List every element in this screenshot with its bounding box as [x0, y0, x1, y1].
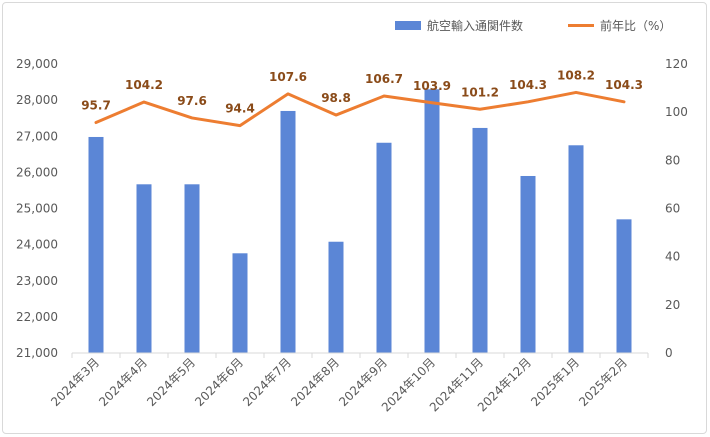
- data-label: 107.6: [269, 70, 307, 84]
- bar: [184, 184, 200, 353]
- bar: [568, 145, 584, 353]
- legend-label-bar: 航空輸入通関件数: [427, 18, 523, 33]
- bar: [376, 142, 392, 353]
- bar: [88, 136, 104, 353]
- left-tick-label: 22,000: [16, 310, 58, 324]
- data-label: 104.2: [125, 78, 163, 92]
- line-path: [94, 90, 626, 128]
- bar: [232, 253, 248, 353]
- x-tick-label: 2024年3月: [48, 355, 102, 409]
- right-tick-label: 80: [665, 153, 680, 167]
- left-tick-label: 26,000: [16, 165, 58, 179]
- x-tick-label: 2024年7月: [240, 355, 294, 409]
- right-tick-label: 60: [665, 202, 680, 216]
- data-label: 98.8: [321, 91, 351, 105]
- x-tick-label: 2024年6月: [192, 355, 246, 409]
- data-label: 104.3: [605, 78, 643, 92]
- x-tick-label: 2024年4月: [96, 355, 150, 409]
- legend: 航空輸入通関件数 前年比（%）: [395, 18, 671, 33]
- left-tick-label: 29,000: [16, 57, 58, 71]
- right-axis: 0 20 40 60 80 100 120: [665, 57, 688, 360]
- bar: [616, 219, 632, 353]
- left-tick-label: 24,000: [16, 238, 58, 252]
- x-tick-label: 2024年8月: [288, 355, 342, 409]
- right-tick-label: 40: [665, 250, 680, 264]
- bar: [280, 110, 296, 354]
- bar-series: [88, 89, 632, 354]
- data-label: 108.2: [557, 68, 595, 82]
- bar: [424, 89, 440, 353]
- data-label: 106.7: [365, 72, 403, 86]
- bar: [136, 184, 152, 353]
- x-tick-label: 2025年1月: [528, 355, 582, 409]
- data-label: 95.7: [81, 99, 111, 113]
- right-tick-label: 0: [665, 346, 673, 360]
- bar: [328, 241, 344, 353]
- x-axis: 2024年3月2024年4月2024年5月2024年6月2024年7月2024年…: [48, 352, 649, 414]
- data-label: 97.6: [177, 94, 207, 108]
- legend-swatch-bar: [395, 21, 421, 30]
- data-label: 103.9: [413, 79, 451, 93]
- right-tick-label: 20: [665, 298, 680, 312]
- data-label: 104.3: [509, 78, 547, 92]
- bar: [472, 127, 488, 353]
- data-label: 94.4: [225, 102, 255, 116]
- bar: [520, 175, 536, 353]
- legend-label-line: 前年比（%）: [600, 18, 671, 33]
- right-tick-label: 100: [665, 105, 688, 119]
- line-series: 95.7 104.2 97.6 94.4 107.6 98.8 106.7 103.9 101.…: [81, 68, 643, 128]
- left-tick-label: 21,000: [16, 346, 58, 360]
- left-tick-label: 25,000: [16, 202, 58, 216]
- x-tick-label: 2024年5月: [144, 355, 198, 409]
- right-tick-label: 120: [665, 57, 688, 71]
- left-tick-label: 23,000: [16, 274, 58, 288]
- x-tick-label: 2025年2月: [576, 355, 630, 409]
- left-tick-label: 27,000: [16, 129, 58, 143]
- left-axis: 21,000 22,000 23,000 24,000 25,000 26,000 27,0…: [16, 57, 58, 360]
- data-label: 101.2: [461, 85, 499, 99]
- left-tick-label: 28,000: [16, 93, 58, 107]
